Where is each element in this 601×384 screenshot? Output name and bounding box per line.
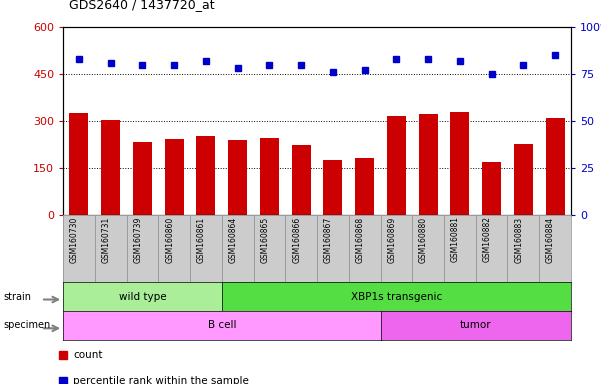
Text: GSM160880: GSM160880 xyxy=(419,217,428,263)
Bar xyxy=(514,144,533,215)
Text: strain: strain xyxy=(3,291,31,302)
Bar xyxy=(355,158,374,215)
Bar xyxy=(101,120,120,215)
Bar xyxy=(450,112,469,215)
Text: GSM160883: GSM160883 xyxy=(514,217,523,263)
Bar xyxy=(323,160,343,215)
Bar xyxy=(387,116,406,215)
Bar xyxy=(70,113,88,215)
Text: GSM160860: GSM160860 xyxy=(165,217,174,263)
Text: GSM160731: GSM160731 xyxy=(102,217,111,263)
Text: specimen: specimen xyxy=(3,320,50,331)
Text: GSM160882: GSM160882 xyxy=(483,217,492,262)
Text: GSM160884: GSM160884 xyxy=(546,217,555,263)
Text: GSM160869: GSM160869 xyxy=(388,217,397,263)
Bar xyxy=(165,139,184,215)
Bar xyxy=(197,136,215,215)
Text: percentile rank within the sample: percentile rank within the sample xyxy=(73,376,249,384)
Text: GSM160865: GSM160865 xyxy=(260,217,269,263)
Bar xyxy=(133,142,152,215)
Bar xyxy=(418,114,438,215)
Bar xyxy=(260,137,279,215)
Text: GSM160867: GSM160867 xyxy=(324,217,333,263)
Text: GSM160730: GSM160730 xyxy=(70,217,79,263)
Bar xyxy=(291,146,311,215)
Text: GSM160866: GSM160866 xyxy=(292,217,301,263)
Text: wild type: wild type xyxy=(118,291,166,302)
Text: GSM160881: GSM160881 xyxy=(451,217,460,262)
Text: count: count xyxy=(73,350,103,360)
Text: GSM160861: GSM160861 xyxy=(197,217,206,263)
Bar xyxy=(482,162,501,215)
Text: tumor: tumor xyxy=(460,320,492,331)
Text: GSM160868: GSM160868 xyxy=(356,217,365,263)
Bar xyxy=(546,118,564,215)
Text: GDS2640 / 1437720_at: GDS2640 / 1437720_at xyxy=(69,0,215,12)
Text: GSM160739: GSM160739 xyxy=(133,217,142,263)
Text: XBP1s transgenic: XBP1s transgenic xyxy=(351,291,442,302)
Text: GSM160864: GSM160864 xyxy=(228,217,237,263)
Text: B cell: B cell xyxy=(207,320,236,331)
Bar xyxy=(228,141,247,215)
